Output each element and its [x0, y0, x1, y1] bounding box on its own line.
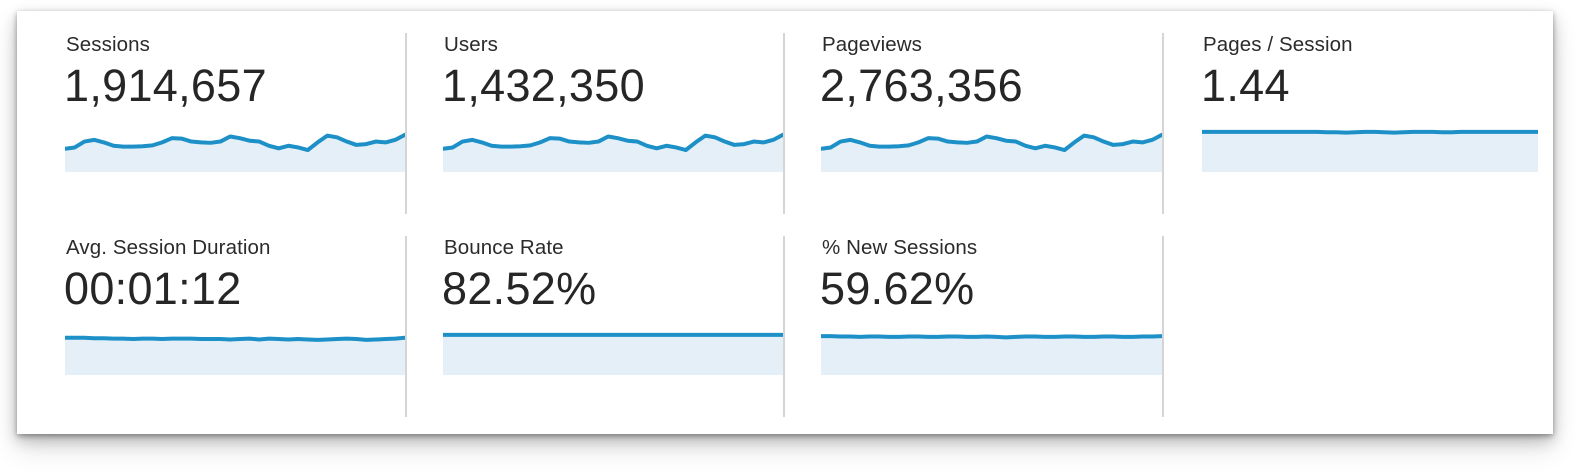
metric-row-bottom: Avg. Session Duration 00:01:12 Bounce Ra… [17, 236, 1553, 439]
metric-card-bounce-rate[interactable]: Bounce Rate 82.52% [405, 236, 783, 417]
sparkline-chart [65, 127, 405, 172]
metric-card-pageviews[interactable]: Pageviews 2,763,356 [783, 33, 1162, 214]
metric-card-users[interactable]: Users 1,432,350 [405, 33, 783, 214]
metric-label: Users [444, 33, 499, 56]
metric-row-top: Sessions 1,914,657 Users 1,432,350 Pagev… [17, 33, 1553, 236]
metric-value: 00:01:12 [64, 263, 242, 314]
metric-card-pages-per-session[interactable]: Pages / Session 1.44 [1162, 33, 1543, 214]
metric-label: Avg. Session Duration [66, 236, 271, 259]
metric-card-avg-session-duration[interactable]: Avg. Session Duration 00:01:12 [27, 236, 405, 417]
metric-value: 1,914,657 [64, 60, 267, 111]
sparkline-chart [443, 330, 783, 375]
metric-label: Bounce Rate [444, 236, 564, 259]
metric-value: 1.44 [1201, 60, 1290, 111]
sparkline-chart [443, 127, 783, 172]
metric-value: 2,763,356 [820, 60, 1023, 111]
metric-value: 1,432,350 [442, 60, 645, 111]
sparkline-chart [821, 127, 1162, 172]
metric-grid: Sessions 1,914,657 Users 1,432,350 Pagev… [17, 11, 1553, 434]
sparkline-chart [821, 330, 1162, 375]
metric-card-sessions[interactable]: Sessions 1,914,657 [27, 33, 405, 214]
metric-card-new-sessions[interactable]: % New Sessions 59.62% [783, 236, 1162, 417]
metric-label: Sessions [66, 33, 150, 56]
metric-value: 82.52% [442, 263, 597, 314]
analytics-overview-panel: Sessions 1,914,657 Users 1,432,350 Pagev… [17, 11, 1553, 434]
metric-card-empty [1162, 236, 1543, 417]
sparkline-chart [65, 330, 405, 375]
sparkline-chart [1202, 127, 1538, 172]
metric-label: Pages / Session [1203, 33, 1353, 56]
metric-value: 59.62% [820, 263, 975, 314]
metric-label: % New Sessions [822, 236, 978, 259]
metric-label: Pageviews [822, 33, 923, 56]
